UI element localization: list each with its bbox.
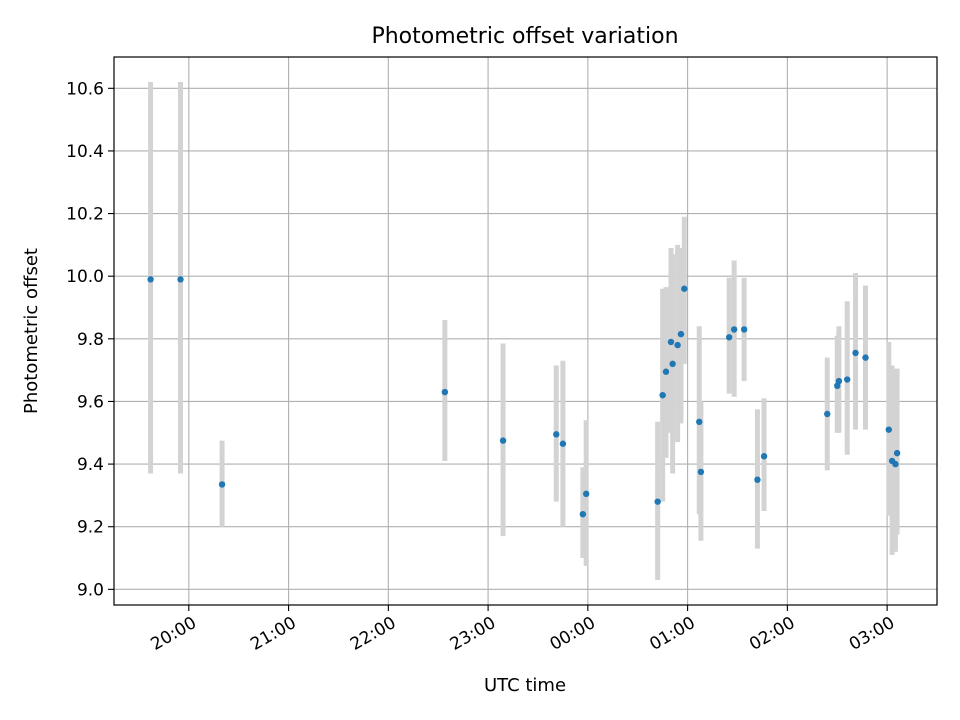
data-point [441, 388, 449, 396]
chart-title: Photometric offset variation [371, 24, 678, 49]
y-axis: 9.0 9.2 9.4 9.6 9.8 10.0 10.2 10.4 10.6 [66, 79, 114, 600]
y-tick-label: 10.0 [66, 267, 104, 287]
data-point [662, 368, 670, 375]
data-point [177, 276, 184, 283]
data-point [677, 330, 685, 338]
data-point [730, 326, 738, 333]
data-point [862, 354, 869, 361]
data-point [559, 440, 567, 447]
data-point [893, 449, 901, 457]
data-point [681, 285, 688, 292]
data-point [740, 326, 748, 333]
plot-area [114, 57, 937, 605]
x-axis-label: UTC time [484, 675, 566, 696]
data-point [725, 334, 733, 341]
data-point [579, 510, 587, 518]
y-tick-label: 9.8 [77, 330, 104, 350]
data-point [852, 349, 859, 357]
plot-frame [113, 56, 938, 606]
grid [114, 57, 937, 605]
data-point [885, 426, 892, 433]
data-point [674, 341, 681, 349]
y-tick-label: 9.6 [77, 392, 104, 412]
y-tick-label: 9.2 [77, 518, 104, 538]
data-point [218, 481, 226, 488]
data-point [499, 437, 507, 444]
data-point [697, 468, 705, 476]
data-point [654, 498, 661, 505]
data-point [553, 431, 560, 438]
y-axis-label: Photometric offset [21, 248, 42, 414]
data-point [754, 476, 761, 483]
y-tick-label: 10.6 [66, 79, 104, 99]
data-point [582, 490, 590, 498]
data-points [147, 276, 901, 518]
y-tick-label: 9.4 [77, 455, 104, 475]
y-tick-label: 10.2 [66, 205, 104, 225]
data-point [760, 453, 768, 460]
data-point [696, 418, 703, 426]
data-point [147, 276, 154, 283]
data-point [659, 391, 666, 399]
data-point [824, 410, 831, 418]
data-point [835, 377, 843, 385]
data-point [844, 376, 851, 383]
y-tick-label: 9.0 [77, 580, 104, 600]
data-point [892, 460, 899, 468]
data-point [667, 338, 675, 346]
y-tick-label: 10.4 [66, 142, 104, 162]
data-point [669, 360, 676, 368]
